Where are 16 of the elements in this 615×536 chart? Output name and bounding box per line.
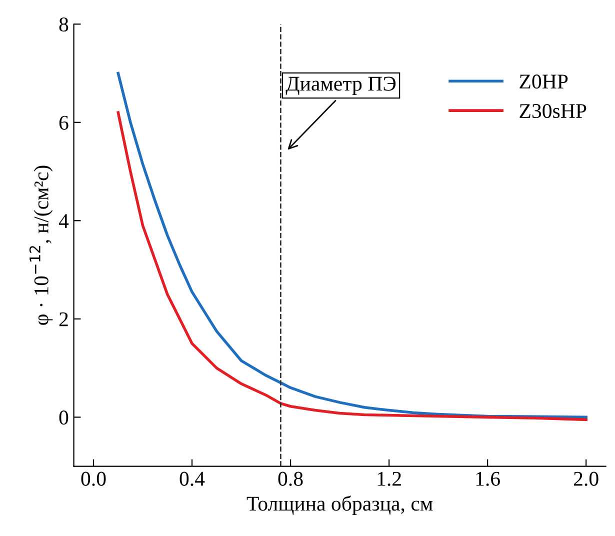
x-tick-label: 0.8 (278, 472, 303, 486)
x-tick-label: 0.0 (81, 472, 106, 486)
legend-label: Z0HP (520, 74, 568, 89)
x-tick-label: 1.6 (476, 472, 500, 486)
x-axis-title: Толщина образца, см (246, 496, 433, 515)
y-tick-label: 8 (59, 17, 68, 32)
ref-line-label: Диаметр ПЭ (286, 76, 396, 95)
y-tick-label: 4 (58, 214, 69, 228)
x-tick-label: 1.2 (378, 472, 401, 486)
y-axis-title: φ · 10$^{−12}$, н/(см²с) (29, 166, 53, 325)
x-tick-label: 2.0 (574, 472, 598, 486)
x-tick-label: 0.4 (180, 472, 205, 486)
y-tick-label: 0 (59, 410, 68, 425)
legend-label: Z30sHP (520, 104, 586, 118)
y-tick-label: 2 (59, 312, 68, 326)
y-tick-label: 6 (59, 116, 68, 130)
